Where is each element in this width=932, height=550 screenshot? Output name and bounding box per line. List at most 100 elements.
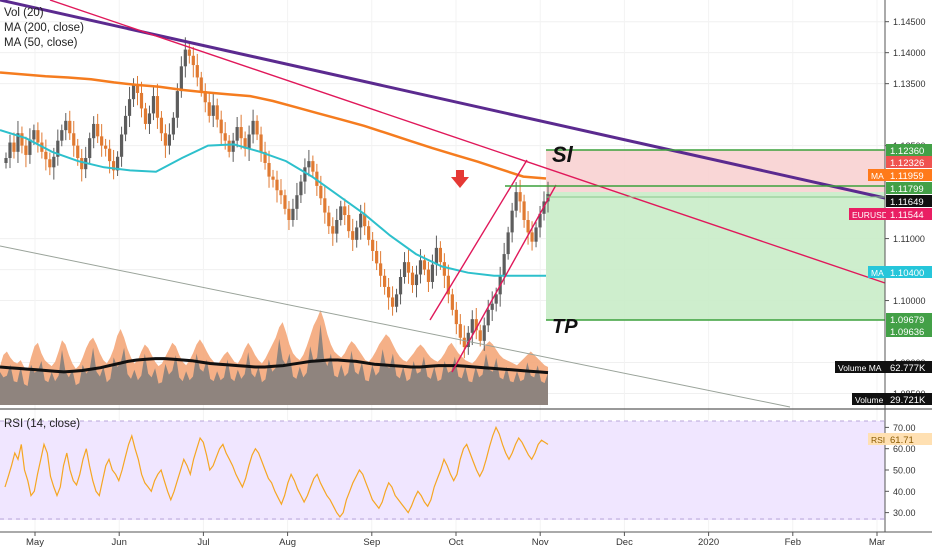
candle-body (171, 117, 175, 135)
svg-text:EURUSD: EURUSD (852, 210, 888, 220)
candle-body (426, 269, 431, 282)
candle-body (259, 134, 263, 152)
svg-text:MA: MA (871, 268, 884, 278)
candle-body (434, 247, 439, 265)
candle-body (490, 303, 494, 310)
price-label-ma200: 1.12326 (886, 156, 932, 169)
svg-text:62.777K: 62.777K (890, 363, 926, 374)
time-tick-label: May (26, 537, 44, 548)
candle-body (195, 65, 199, 78)
time-tick-label: Jul (197, 537, 209, 548)
candle-body (287, 208, 291, 220)
candle-body (379, 263, 383, 276)
rsi-tick-label: 40.00 (893, 487, 916, 497)
candle-body (179, 66, 183, 92)
rsi-tick-label: 50.00 (893, 466, 916, 476)
rsi-band (0, 421, 885, 520)
svg-text:Volume: Volume (855, 395, 884, 405)
candle-body (163, 133, 168, 146)
candle-body (203, 91, 207, 103)
candle-body (478, 330, 482, 341)
time-tick-label: Aug (279, 537, 296, 548)
price-label-symbol: EURUSD 1.11544 (849, 208, 932, 221)
candle-body (191, 55, 195, 66)
candle-body (538, 213, 542, 228)
candle-body (530, 232, 534, 242)
candle-body (56, 140, 60, 157)
svg-text:1.09636: 1.09636 (890, 327, 924, 338)
time-axis[interactable]: May Jun Jul Aug Sep Oct Nov Dec 2020 Feb Mar (26, 532, 885, 548)
candle-body (68, 120, 72, 134)
candle-body (355, 227, 359, 240)
candle-body (72, 133, 76, 146)
candle-body (44, 151, 48, 160)
rsi-line (4, 425, 549, 518)
candle-body (183, 49, 187, 67)
candle-body (96, 123, 100, 137)
candle-body (283, 195, 287, 209)
volume-area-down (0, 324, 548, 405)
candle-body (223, 133, 227, 141)
candle-body (518, 192, 522, 202)
price-label-ma: MA 1.11959 (868, 169, 932, 182)
price-label-sl: 1.12360 (886, 144, 932, 157)
sl-annotation: Sl (552, 142, 574, 167)
candle-body (319, 185, 323, 199)
rsi-tick-label: 60.00 (893, 444, 916, 454)
candle-body (187, 49, 191, 56)
candle-body (80, 158, 84, 170)
candle-body (466, 332, 470, 348)
candle-body (470, 319, 474, 333)
price-tick-label: 1.14000 (893, 48, 926, 58)
svg-text:1.12360: 1.12360 (890, 146, 924, 157)
legend-item-ma200[interactable]: MA (200, close) (4, 22, 84, 34)
price-tick-label: 1.14500 (893, 17, 926, 27)
rising-wedge-lower (451, 184, 557, 373)
candle-body (167, 134, 171, 146)
price-label-rsi: RSI 61.71 (868, 433, 932, 446)
legend-item-volume[interactable]: Vol (20) (4, 7, 44, 19)
legend-item-ma50[interactable]: MA (50, close) (4, 37, 78, 49)
svg-text:1.10400: 1.10400 (890, 268, 924, 279)
candle-body (24, 145, 28, 155)
time-tick-label: Dec (616, 537, 633, 548)
candle-body (383, 275, 387, 287)
candle-body (522, 201, 526, 220)
candle-body (526, 219, 530, 233)
candle-body (155, 96, 160, 118)
svg-text:Volume MA: Volume MA (838, 363, 882, 373)
candle-body (398, 277, 403, 295)
candle-body (371, 239, 375, 251)
candle-body (347, 215, 351, 232)
candle-body (343, 206, 347, 216)
candle-body (486, 309, 490, 326)
rsi-axis[interactable]: 70.00 60.00 50.00 40.00 30.00 (885, 423, 916, 518)
price-tick-label: 1.10000 (893, 296, 926, 306)
price-label-tp2: 1.09636 (886, 325, 932, 338)
candle-body (235, 127, 239, 141)
candle-body (151, 96, 156, 114)
candle-body (104, 145, 108, 149)
candle-body (247, 134, 251, 149)
candle-body (100, 136, 104, 146)
candle-body (4, 158, 8, 163)
candle-body (64, 120, 68, 131)
price-label-entry: 1.11799 (886, 182, 932, 195)
candle-body (450, 294, 454, 310)
svg-text:1.12326: 1.12326 (890, 158, 924, 169)
candle-body (8, 142, 12, 159)
time-tick-label: 2020 (698, 537, 719, 548)
candle-body (295, 195, 299, 209)
svg-text:29.721K: 29.721K (890, 395, 926, 406)
candle-body (243, 138, 247, 149)
svg-text:1.11799: 1.11799 (890, 184, 924, 195)
volume-ma-line (0, 357, 549, 375)
rsi-legend[interactable]: RSI (14, close) (4, 418, 81, 430)
svg-text:MA: MA (871, 171, 884, 181)
time-tick-label: Sep (363, 537, 380, 548)
candle-body (279, 190, 283, 196)
candle-body (16, 133, 20, 152)
candle-body (514, 192, 518, 211)
candle-body (127, 99, 132, 116)
